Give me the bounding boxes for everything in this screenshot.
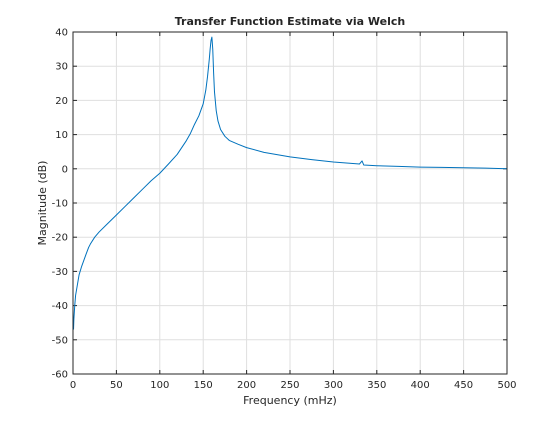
x-tick-label: 300 bbox=[324, 380, 343, 391]
series-line-1 bbox=[73, 36, 508, 330]
y-tick-label: 0 bbox=[62, 164, 68, 175]
y-tick-label: 30 bbox=[55, 62, 68, 73]
axes-box bbox=[72, 31, 508, 375]
y-tick-label: -60 bbox=[52, 370, 68, 381]
x-tick-label: 100 bbox=[150, 380, 169, 391]
y-tick-label: 10 bbox=[55, 130, 68, 141]
x-tick-label: 50 bbox=[110, 380, 123, 391]
axis-ticks: 0 50 100 150 200 250 300 350 400 450 500-60-50-40-… bbox=[52, 28, 517, 392]
x-tick-label: 500 bbox=[497, 380, 516, 391]
y-tick-label: 40 bbox=[55, 28, 68, 39]
x-tick-label: 450 bbox=[454, 380, 473, 391]
y-tick-label: -30 bbox=[52, 267, 68, 278]
y-tick-label: -50 bbox=[52, 335, 68, 346]
y-tick-label: -40 bbox=[52, 301, 68, 312]
x-axis-label: Frequency (mHz) bbox=[243, 394, 337, 407]
x-tick-label: 200 bbox=[237, 380, 256, 391]
x-tick-label: 0 bbox=[70, 380, 76, 391]
y-tick-label: -10 bbox=[52, 199, 68, 210]
x-tick-label: 150 bbox=[194, 380, 213, 391]
chart-title: Transfer Function Estimate via Welch bbox=[175, 15, 405, 28]
y-axis-label: Magnitude (dB) bbox=[36, 161, 49, 246]
grid bbox=[72, 31, 508, 375]
x-tick-label: 350 bbox=[367, 380, 386, 391]
x-tick-label: 400 bbox=[411, 380, 430, 391]
y-tick-label: -20 bbox=[52, 233, 68, 244]
y-tick-label: 20 bbox=[55, 96, 68, 107]
x-tick-label: 250 bbox=[280, 380, 299, 391]
plot-area bbox=[73, 36, 508, 330]
